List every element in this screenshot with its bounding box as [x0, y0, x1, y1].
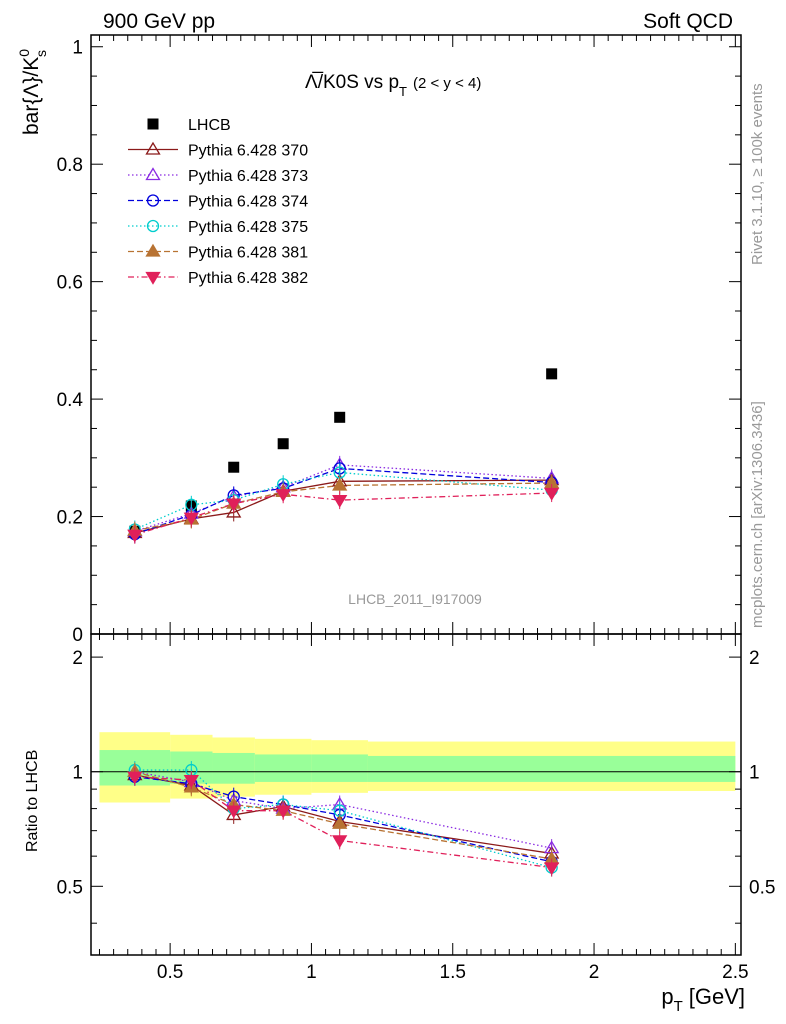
main-data-point	[127, 529, 143, 543]
axis-ticks: 0 0.2 0.4 0.6 0.8 1 0.5 0.5 1 1 2 2 0.5 1 1.5 2 2.5	[57, 35, 775, 983]
legend-entry-label: LHCB	[188, 117, 231, 134]
header-right-label: Soft QCD	[643, 10, 733, 33]
legend: LHCB Pythia 6.428 370 Pythia 6.428 373 Pyth…	[128, 117, 308, 287]
main-data-point	[334, 411, 346, 423]
legend-entry-label: Pythia 6.428 374	[188, 194, 308, 211]
main-y-tick-label: 0.2	[57, 508, 83, 529]
legend-entry-label: Pythia 6.428 381	[188, 245, 308, 262]
ratio-y-tick-label-right: 0.5	[749, 877, 775, 898]
main-y-tick-label: 0.8	[57, 155, 83, 176]
main-y-tick-label: 0.4	[57, 390, 84, 411]
ratio-data-point	[332, 835, 348, 849]
main-data-point	[183, 512, 199, 526]
main-y-tick-label: 1	[72, 38, 83, 59]
uncertainty-band-green	[254, 754, 312, 782]
ratio-series-line	[134, 776, 552, 863]
main-series-line	[134, 482, 552, 532]
ratio-y-tick-label-right: 2	[749, 648, 760, 669]
ratio-data-point	[127, 771, 143, 785]
x-tick-label: 0.5	[157, 962, 183, 983]
ratio-y-axis-label: Ratio to LHCB	[24, 750, 41, 852]
ratio-data-point	[544, 862, 560, 876]
legend-entry-label: Pythia 6.428 382	[188, 270, 308, 287]
watermark-label: LHCB_2011_I917009	[348, 591, 482, 607]
uncertainty-band-green	[311, 754, 368, 782]
ratio-data-point	[226, 805, 242, 819]
ratio-series-lines	[134, 769, 552, 869]
legend-marker	[146, 219, 160, 233]
x-axis-label: pT [GeV]	[661, 984, 745, 1015]
main-markers	[127, 368, 560, 544]
axes-frames	[90, 34, 742, 956]
ratio-series-line	[134, 776, 552, 869]
legend-entry-label: Pythia 6.428 375	[188, 219, 308, 236]
plot-title-sub: T	[399, 84, 407, 99]
ratio-series-line	[134, 771, 552, 849]
ratio-markers	[127, 761, 560, 877]
legend-marker	[145, 167, 161, 181]
uncertainty-band-green	[367, 755, 736, 782]
header-left-label: 900 GeV pp	[103, 10, 215, 33]
ratio-y-tick-label-left: 1	[72, 763, 83, 784]
legend-marker	[147, 118, 159, 130]
ratio-series-line	[134, 771, 552, 860]
ratio-bands	[99, 732, 736, 803]
x-tick-label: 1.5	[440, 962, 466, 983]
main-data-point	[332, 494, 348, 508]
legend-marker	[145, 243, 161, 257]
plot-title-range: (2 < y < 4)	[413, 75, 481, 92]
plot-title: Λ̅/K0S vs pT (2 < y < 4)	[305, 72, 481, 99]
x-tick-label: 2	[589, 962, 600, 983]
main-series-line	[134, 467, 552, 535]
y-label-sub: s	[33, 50, 49, 57]
x-label-unit: [GeV]	[689, 984, 745, 1009]
ratio-data-point	[332, 815, 348, 829]
x-tick-label: 2.5	[722, 962, 748, 983]
ratio-y-tick-label-left: 0.5	[57, 877, 83, 898]
ratio-y-tick-label-left: 2	[72, 648, 83, 669]
main-series-line	[134, 471, 552, 531]
x-tick-label: 1	[306, 962, 317, 983]
ratio-series-line	[134, 774, 552, 855]
main-series-line	[134, 464, 552, 532]
legend-entry-label: Pythia 6.428 370	[188, 143, 308, 160]
ratio-y-tick-label-right: 1	[749, 763, 760, 784]
ratio-data-point	[275, 805, 291, 819]
ratio-plot-frame	[90, 633, 742, 956]
main-series-line	[134, 492, 552, 536]
main-data-point	[544, 487, 560, 501]
ratio-series-line	[134, 769, 552, 869]
main-y-tick-label: 0.6	[57, 273, 83, 294]
legend-entry-label: Pythia 6.428 373	[188, 168, 308, 185]
main-data-point	[226, 504, 242, 518]
y-label-main: bar{Λ}/K	[20, 57, 43, 135]
main-y-axis-label: bar{Λ}/K0s	[16, 49, 49, 135]
x-label-main: p	[661, 984, 673, 1009]
main-y-tick-label: 0	[72, 625, 83, 646]
main-data-point	[228, 461, 240, 473]
main-data-point	[275, 489, 291, 503]
legend-marker	[145, 271, 161, 285]
ratio-data-point	[183, 775, 199, 788]
x-label-sub: T	[674, 998, 683, 1015]
main-series-lines	[134, 464, 552, 536]
y-label-sup: 0	[16, 49, 32, 57]
legend-marker	[146, 194, 160, 207]
plot-title-main: Λ̅/K0S vs p	[305, 72, 399, 93]
main-data-point	[332, 477, 348, 491]
main-data-point	[277, 438, 289, 450]
uncertainty-band-green	[212, 752, 255, 784]
rivet-side-label: Rivet 3.1.10, ≥ 100k events	[749, 83, 766, 265]
main-data-point	[546, 368, 558, 380]
main-data-point	[226, 498, 242, 512]
legend-marker	[145, 141, 161, 155]
mcplots-side-label: mcplots.cern.ch [arXiv:1306.3436]	[749, 401, 766, 628]
